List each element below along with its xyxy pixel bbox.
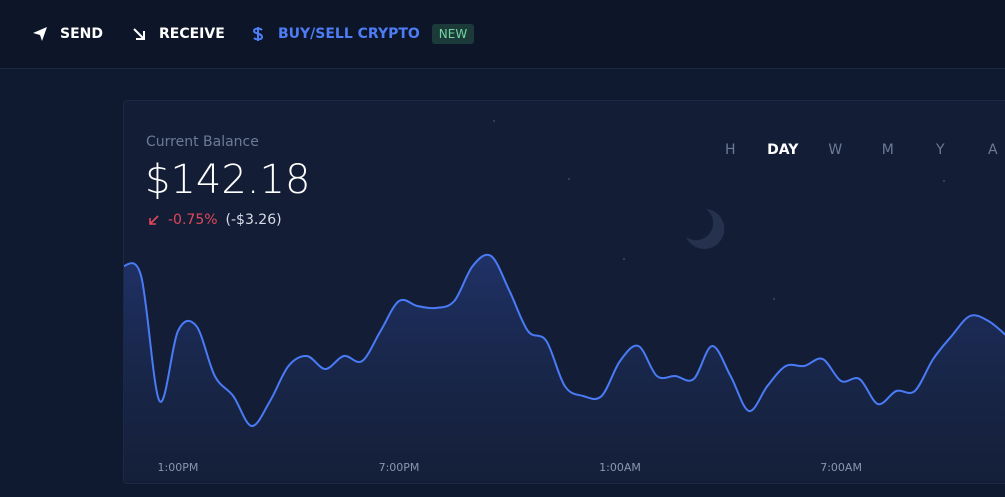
range-button[interactable]: DAY [767, 142, 799, 158]
area [124, 254, 1005, 481]
range-button[interactable]: M [881, 142, 894, 158]
top-nav: SEND RECEIVE BUY/SELL CRYPTO NEW [0, 0, 1005, 69]
range-button[interactable]: A [987, 142, 998, 158]
range-button[interactable]: W [828, 142, 843, 158]
balance-change: -0.75% (-$3.26) [148, 212, 282, 228]
chart: 1:00PM7:00PM1:00AM7:00AM [124, 120, 1005, 481]
send-icon [33, 27, 47, 41]
receive-button[interactable]: RECEIVE [131, 24, 225, 44]
new-badge: NEW [431, 24, 475, 44]
buy-sell-button[interactable]: BUY/SELL CRYPTO NEW [250, 24, 475, 44]
range-button[interactable]: H [724, 142, 736, 158]
down-arrow [149, 215, 159, 225]
dollar-icon [252, 27, 264, 41]
moon [686, 209, 725, 249]
balance-label: Current Balance [146, 134, 259, 150]
change-percent: -0.75% [168, 212, 218, 228]
receive-label: RECEIVE [159, 26, 225, 42]
balance-amount: $142.18 [145, 157, 311, 203]
change-amount: (-$3.26) [225, 212, 282, 228]
line [124, 253, 1005, 427]
buy-sell-label: BUY/SELL CRYPTO [278, 26, 420, 42]
range-button[interactable]: Y [935, 142, 945, 158]
receive-icon [133, 28, 145, 40]
range-selector: H DAY W M Y A [704, 142, 1005, 158]
balance-card: 1:00PM7:00PM1:00AM7:00AM Current Balance… [123, 100, 1005, 484]
send-button[interactable]: SEND [32, 24, 103, 44]
send-label: SEND [60, 26, 103, 42]
